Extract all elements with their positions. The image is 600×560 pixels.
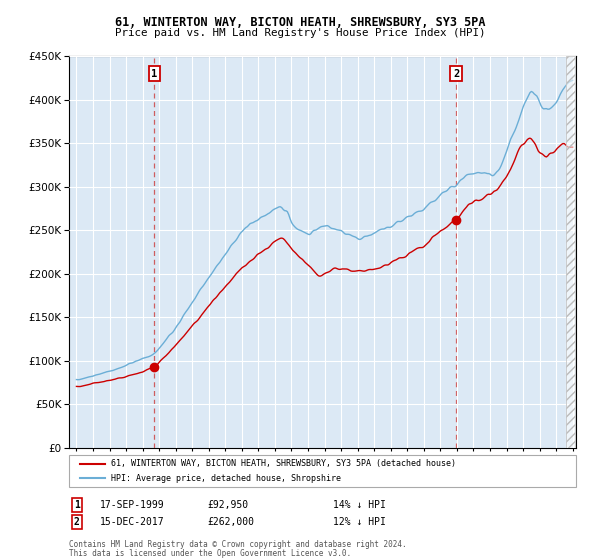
Text: Price paid vs. HM Land Registry's House Price Index (HPI): Price paid vs. HM Land Registry's House … xyxy=(115,28,485,38)
Text: £262,000: £262,000 xyxy=(207,517,254,527)
Text: 2: 2 xyxy=(453,69,459,78)
Text: 1: 1 xyxy=(74,500,80,510)
Text: £92,950: £92,950 xyxy=(207,500,248,510)
Text: This data is licensed under the Open Government Licence v3.0.: This data is licensed under the Open Gov… xyxy=(69,549,351,558)
Bar xyxy=(566,56,575,448)
Text: 17-SEP-1999: 17-SEP-1999 xyxy=(100,500,165,510)
Text: 61, WINTERTON WAY, BICTON HEATH, SHREWSBURY, SY3 5PA: 61, WINTERTON WAY, BICTON HEATH, SHREWSB… xyxy=(115,16,485,29)
Text: HPI: Average price, detached house, Shropshire: HPI: Average price, detached house, Shro… xyxy=(111,474,341,483)
Text: 2: 2 xyxy=(74,517,80,527)
Text: 61, WINTERTON WAY, BICTON HEATH, SHREWSBURY, SY3 5PA (detached house): 61, WINTERTON WAY, BICTON HEATH, SHREWSB… xyxy=(111,459,456,468)
Text: Contains HM Land Registry data © Crown copyright and database right 2024.: Contains HM Land Registry data © Crown c… xyxy=(69,540,407,549)
Text: 1: 1 xyxy=(151,69,157,78)
Text: 14% ↓ HPI: 14% ↓ HPI xyxy=(333,500,386,510)
Bar xyxy=(566,56,575,448)
Text: 12% ↓ HPI: 12% ↓ HPI xyxy=(333,517,386,527)
Text: 15-DEC-2017: 15-DEC-2017 xyxy=(100,517,165,527)
